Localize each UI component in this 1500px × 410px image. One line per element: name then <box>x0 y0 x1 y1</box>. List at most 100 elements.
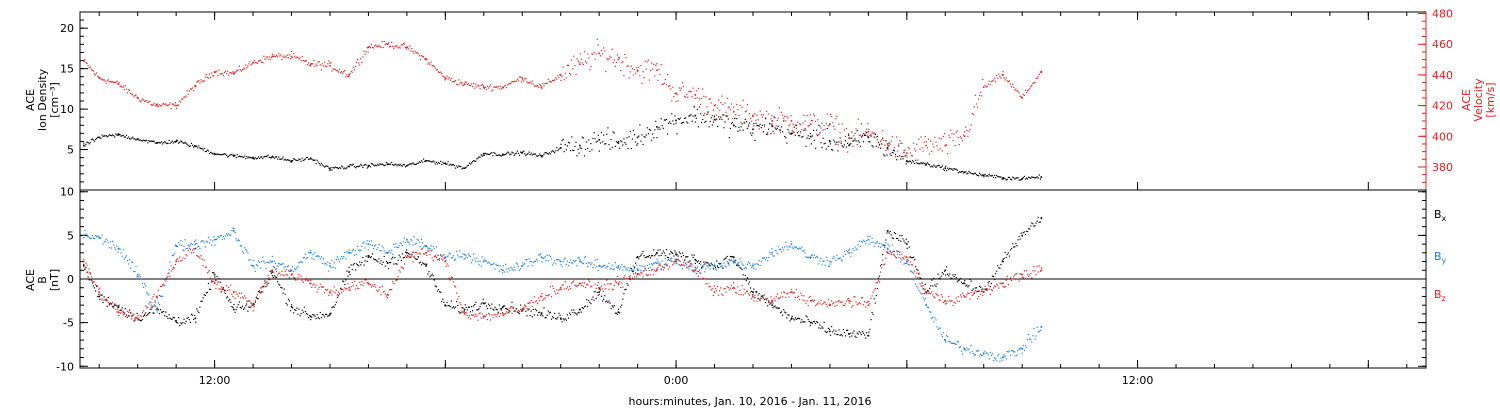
velocity-series-sample <box>689 91 691 93</box>
velocity-series-sample <box>678 87 680 89</box>
b-series-bx-sample <box>843 332 845 334</box>
b-series-by-sample <box>951 342 953 344</box>
b-series-by-sample <box>224 235 227 237</box>
b-series-bx-sample <box>96 285 98 288</box>
b-series-by-sample <box>340 258 342 260</box>
b-series-bx-sample <box>618 308 620 310</box>
b-series-bz-sample <box>703 277 705 280</box>
velocity-series-sample <box>897 150 899 152</box>
density-series-sample <box>881 143 883 145</box>
b-series-bx-sample <box>888 232 890 234</box>
density-series-sample <box>526 153 528 155</box>
velocity-series-sample <box>726 97 728 99</box>
b-series-by-sample <box>816 255 818 257</box>
velocity-series-sample <box>685 96 687 98</box>
b-series-by-sample <box>450 257 452 259</box>
b-series-bz-sample <box>565 288 567 290</box>
b-series-by-sample <box>824 264 826 266</box>
velocity-series-sample <box>337 71 339 73</box>
b-series-bz-sample <box>588 279 590 281</box>
density-series-sample <box>663 119 665 121</box>
density-series-sample <box>708 126 710 128</box>
density-series-sample <box>642 143 644 146</box>
b-series-bx-sample <box>268 279 270 281</box>
velocity-series-sample <box>293 52 295 55</box>
density-series-sample <box>344 167 346 169</box>
b-series-bz-sample <box>640 271 642 273</box>
b-series-by-sample <box>746 263 748 265</box>
b-series-bz-sample <box>848 297 850 299</box>
density-series-sample <box>301 157 303 159</box>
density-series-sample <box>145 140 147 142</box>
density-series-sample <box>123 136 125 138</box>
b-series-bx-sample <box>572 311 574 314</box>
b-series-by-sample <box>337 258 339 260</box>
velocity-series-sample <box>820 127 822 129</box>
velocity-series-sample <box>941 150 943 152</box>
density-series-sample <box>824 142 826 144</box>
velocity-series-sample <box>967 135 969 138</box>
b-series-bx-sample <box>177 322 179 324</box>
b-series-bz-sample <box>98 288 100 290</box>
b-series-bx-sample <box>679 252 681 255</box>
density-series-sample <box>285 159 287 161</box>
b-series-by-sample <box>496 264 498 267</box>
b-series-bx-sample <box>382 261 384 263</box>
b-series-bx-sample <box>554 312 556 314</box>
b-series-by-sample <box>878 242 881 245</box>
density-series-sample <box>244 155 246 157</box>
b-series-bz-sample <box>91 280 93 282</box>
b-series-bz-sample <box>182 257 184 259</box>
b-series-bx-sample <box>939 277 941 279</box>
b-series-by-sample <box>242 250 244 252</box>
b-series-by-sample <box>400 243 402 245</box>
b-series-bz-sample <box>1013 275 1015 278</box>
velocity-series-sample <box>682 86 685 88</box>
b-series-bz-sample <box>515 308 517 310</box>
b-series-by-sample <box>734 259 736 261</box>
density-series-sample <box>108 134 110 136</box>
b-series-bx-sample <box>597 294 599 296</box>
b-series-bz-sample <box>824 302 826 304</box>
density-series-sample <box>409 163 411 165</box>
velocity-series-sample <box>598 52 600 54</box>
b-series-bz-sample <box>463 311 465 313</box>
b-series-bz-sample <box>815 305 817 307</box>
density-series-sample <box>964 171 966 173</box>
b-series-by-sample <box>859 245 861 247</box>
density-series-sample <box>459 165 461 167</box>
density-series-sample <box>350 164 352 166</box>
density-series-sample <box>324 166 326 168</box>
b-series-by-sample <box>179 244 181 246</box>
velocity-series-sample <box>697 87 699 89</box>
b-series-bx <box>83 216 1043 339</box>
density-series-sample <box>550 151 553 153</box>
b-series-bx-sample <box>133 320 135 322</box>
velocity-series-sample <box>468 84 470 86</box>
b-series-by-sample <box>248 259 250 261</box>
b-series-by-sample <box>499 265 501 267</box>
b-series-by-sample <box>714 268 717 270</box>
b-series-bx-sample <box>204 294 206 296</box>
velocity-series-sample <box>361 62 363 64</box>
b-series-bx-sample <box>829 334 832 336</box>
b-series-bz-sample <box>545 294 547 296</box>
b-series-bz-sample <box>706 278 708 280</box>
velocity-series-sample <box>996 75 998 77</box>
b-series-by-sample <box>118 248 120 250</box>
velocity-series-sample <box>616 54 619 56</box>
b-series-bx-sample <box>635 262 637 264</box>
b-series-by-sample <box>911 271 914 273</box>
velocity-series-sample <box>255 62 257 64</box>
b-series-bz-sample <box>206 272 208 274</box>
velocity-series-sample <box>417 53 419 55</box>
b-series-bx-sample <box>348 266 350 268</box>
b-series-by-sample <box>664 258 666 260</box>
density-series-sample <box>685 117 687 119</box>
velocity-series-sample <box>571 59 573 61</box>
b-series-bz-sample <box>873 289 875 291</box>
b-series-bz-sample <box>750 291 752 293</box>
b-series-bx-sample <box>216 275 218 278</box>
b-series-bz-sample <box>907 259 909 261</box>
density-series-sample <box>795 124 797 126</box>
